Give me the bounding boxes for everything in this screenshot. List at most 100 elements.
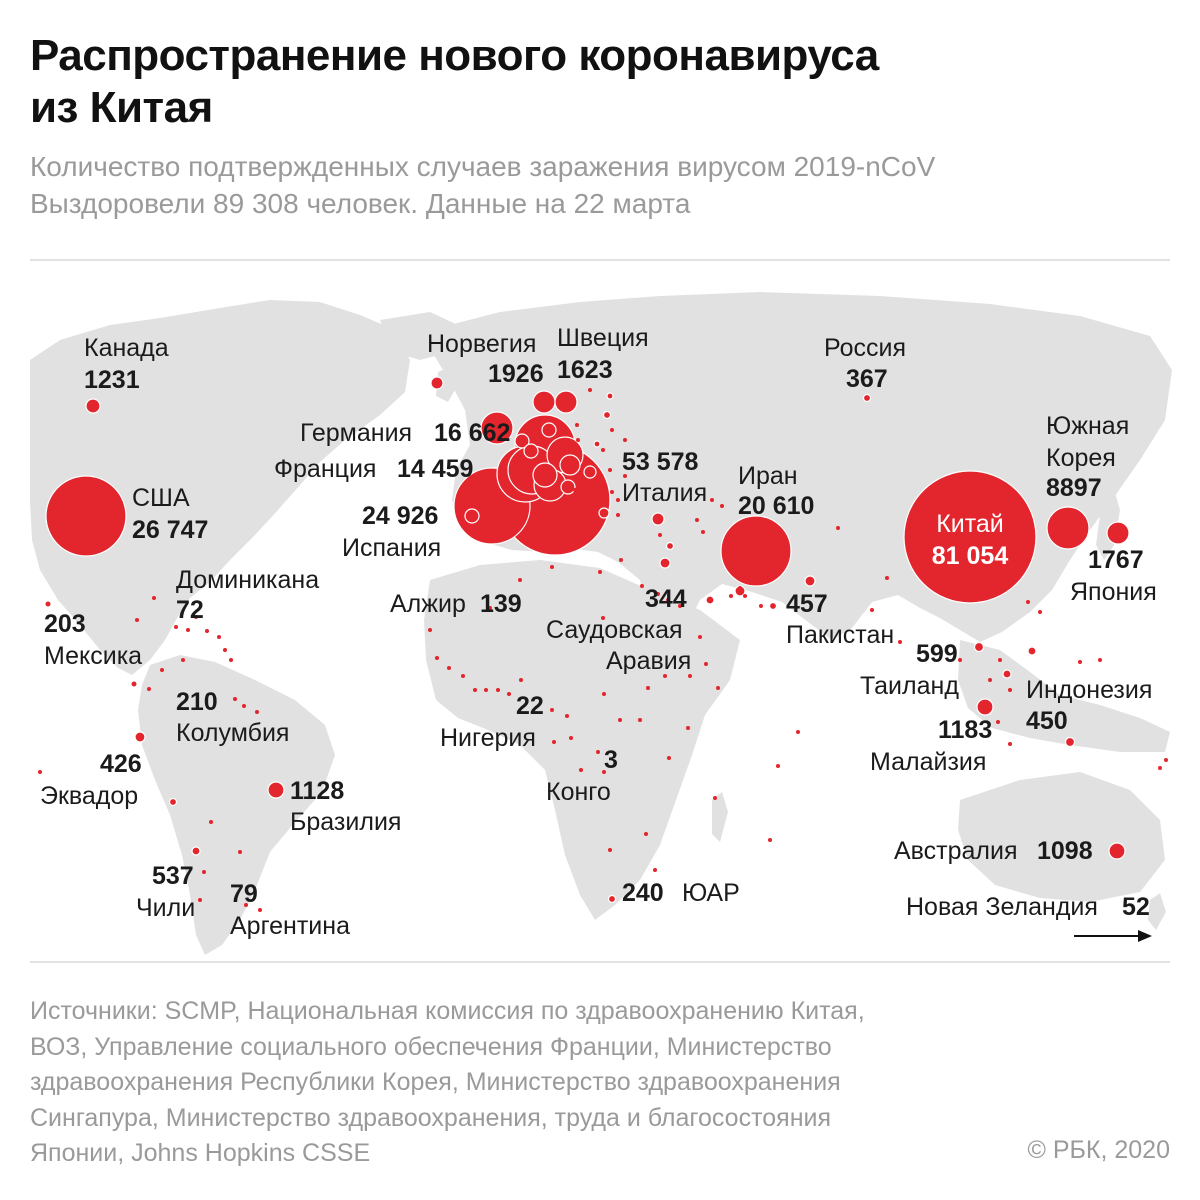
case-dot — [640, 584, 644, 588]
bubble-thailand — [973, 641, 985, 653]
bubble-netherlands — [514, 433, 530, 449]
top-divider — [30, 259, 1170, 261]
case-dot — [160, 668, 164, 672]
case-dot — [238, 850, 242, 854]
case-dot — [519, 678, 523, 682]
bubble-norway — [532, 390, 556, 414]
label-algeria: Алжир — [390, 590, 466, 618]
case-dot — [602, 770, 606, 774]
case-dot — [738, 586, 742, 590]
label-korea-line1: Южная — [1046, 412, 1129, 440]
sources-line-5: Японии, Johns Hopkins CSSE — [30, 1139, 371, 1167]
bubble-philippines — [1027, 646, 1037, 656]
label-france: Франция — [274, 455, 376, 483]
case-dot — [646, 686, 650, 690]
value-iran: 20 610 — [738, 492, 814, 520]
label-dominicana: Доминикана — [176, 566, 319, 594]
case-dot — [608, 468, 612, 472]
bubble-japan — [1106, 521, 1130, 545]
case-dot — [616, 513, 620, 517]
bubble-austria — [583, 465, 597, 479]
case-dot — [152, 596, 156, 600]
case-dot — [716, 686, 720, 690]
case-dot — [147, 687, 151, 691]
case-dot — [594, 501, 598, 505]
value-pakistan: 457 — [786, 590, 828, 618]
case-dot — [38, 770, 42, 774]
case-dot — [518, 578, 522, 582]
case-dot — [174, 625, 178, 629]
value-russia: 367 — [846, 365, 888, 393]
case-dot — [623, 438, 627, 442]
case-dot — [229, 658, 233, 662]
value-germany: 16 662 — [434, 419, 510, 447]
case-dot — [743, 594, 747, 598]
label-australia: Австралия — [894, 837, 1018, 865]
bottom-divider — [30, 961, 1170, 963]
case-dot — [205, 629, 209, 633]
bubble-indonesia — [1064, 736, 1076, 748]
case-dot — [601, 448, 605, 452]
landmass-madagascar — [712, 792, 728, 842]
subtitle-line-2: Выздоровели 89 308 человек. Данные на 22… — [30, 188, 691, 219]
case-dot — [473, 688, 477, 692]
case-dot — [988, 678, 992, 682]
bubble-china — [903, 470, 1037, 604]
value-thailand: 599 — [916, 640, 958, 668]
label-congo: Конго — [546, 778, 611, 806]
case-dot — [202, 870, 206, 874]
landmass-greenland — [380, 312, 460, 360]
case-dot — [623, 474, 627, 478]
case-dot — [688, 674, 692, 678]
bubble-israel — [659, 557, 671, 569]
bubble-sweden — [554, 390, 578, 414]
case-dot — [610, 490, 614, 494]
case-dot — [428, 628, 432, 632]
case-dot — [958, 658, 962, 662]
case-dot — [885, 576, 889, 580]
case-dot — [461, 674, 465, 678]
label-norway: Норвегия — [427, 330, 536, 358]
label-china: Китай — [936, 510, 1004, 538]
label-brazil: Бразилия — [290, 808, 401, 836]
case-dot — [602, 484, 606, 488]
value-australia: 1098 — [1037, 837, 1093, 865]
sources-line-2: ВОЗ, Управление социального обеспечения … — [30, 1032, 832, 1061]
value-mexico: 203 — [44, 610, 86, 638]
case-dot — [573, 488, 577, 492]
case-dot — [198, 898, 202, 902]
label-new-zealand: Новая Зеландия — [906, 893, 1098, 921]
case-dot — [1008, 688, 1012, 692]
case-dot — [608, 848, 612, 852]
case-dot — [496, 688, 500, 692]
title-line-1: Распространение нового коронавируса — [30, 31, 879, 80]
label-ecuador: Эквадор — [40, 782, 138, 810]
landmass-africa — [424, 560, 740, 920]
value-congo: 3 — [604, 746, 618, 774]
bubble-korea — [1046, 506, 1090, 550]
value-usa: 26 747 — [132, 516, 208, 544]
bubble-usa — [45, 475, 127, 557]
value-korea: 8897 — [1046, 474, 1102, 502]
case-dot — [435, 656, 439, 660]
case-dot — [713, 796, 717, 800]
bubble-poland — [593, 440, 601, 448]
case-dot — [1098, 658, 1102, 662]
case-dot — [135, 618, 139, 622]
bubble-chile — [191, 846, 201, 856]
bubble-europe-cluster-d — [559, 454, 581, 476]
case-dot — [209, 820, 213, 824]
bubble-iceland — [430, 376, 444, 390]
case-dot — [565, 714, 569, 718]
case-dot — [996, 720, 1000, 724]
bubble-canada — [85, 398, 101, 414]
value-sweden: 1623 — [557, 356, 613, 384]
bubble-iran — [720, 515, 792, 587]
value-japan: 1767 — [1088, 546, 1144, 574]
label-germany: Германия — [300, 419, 412, 447]
case-dot — [945, 478, 949, 482]
case-dot — [796, 730, 800, 734]
value-malaysia: 1183 — [938, 716, 992, 744]
country-labels: Канада 1231 США 26 747 203 Мексика Домин… — [40, 324, 1157, 940]
case-dot — [653, 868, 657, 872]
